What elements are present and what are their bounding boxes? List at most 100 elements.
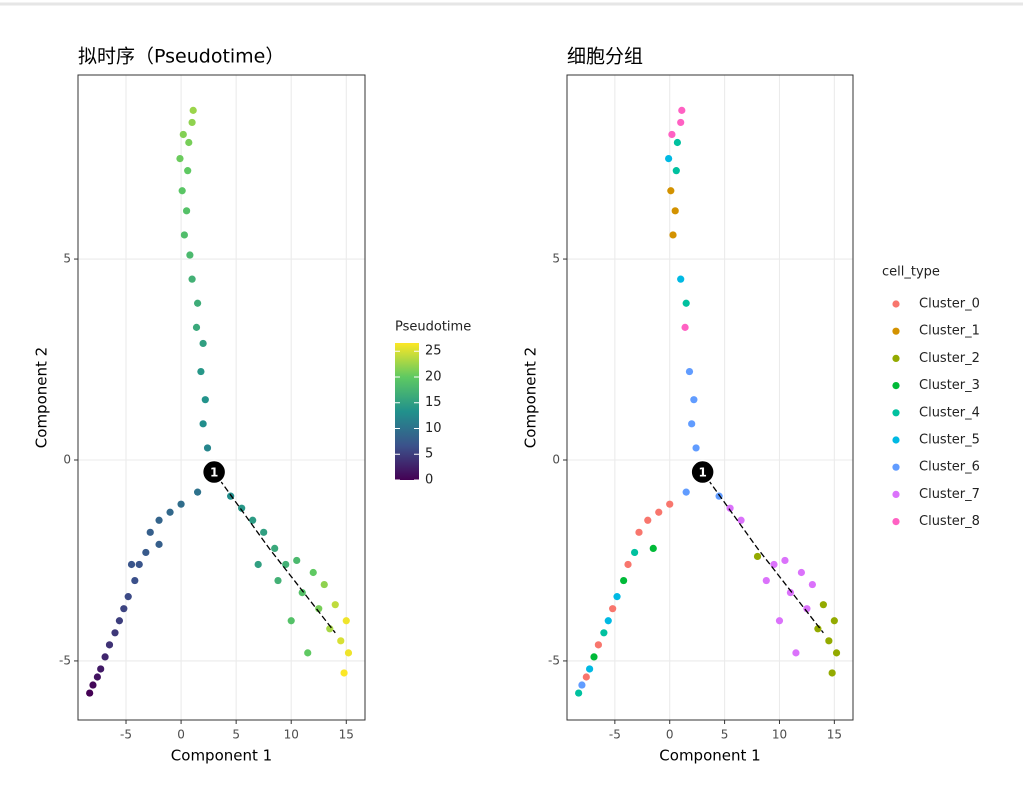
point bbox=[337, 637, 345, 645]
point bbox=[199, 420, 207, 428]
y-tick-label: -5 bbox=[59, 653, 71, 667]
point bbox=[315, 605, 323, 613]
point bbox=[688, 420, 696, 428]
point bbox=[186, 251, 194, 259]
branch-point bbox=[690, 459, 715, 485]
point bbox=[825, 637, 833, 645]
point bbox=[115, 617, 124, 625]
legend-label: Cluster_7 bbox=[919, 487, 980, 502]
legend-swatch bbox=[892, 490, 900, 498]
point bbox=[613, 593, 621, 601]
point bbox=[166, 508, 174, 516]
point bbox=[594, 641, 602, 649]
point bbox=[690, 396, 698, 404]
point bbox=[819, 601, 827, 609]
point bbox=[685, 367, 694, 376]
x-axis-label: Component 1 bbox=[171, 747, 272, 765]
point bbox=[649, 544, 657, 553]
point bbox=[238, 504, 246, 512]
y-tick-label: 5 bbox=[63, 252, 71, 266]
branch-label: 1 bbox=[698, 466, 706, 480]
point bbox=[604, 617, 612, 625]
point bbox=[127, 560, 136, 569]
point bbox=[189, 106, 197, 114]
point bbox=[155, 516, 163, 524]
point bbox=[582, 673, 590, 681]
point bbox=[631, 548, 639, 557]
point bbox=[792, 649, 800, 657]
trajectory bbox=[213, 471, 336, 634]
x-tick-label: -5 bbox=[120, 728, 132, 742]
legend-title: Pseudotime bbox=[395, 320, 471, 335]
point bbox=[201, 396, 209, 404]
point bbox=[624, 560, 632, 569]
legend-label: Cluster_6 bbox=[919, 460, 980, 475]
point bbox=[678, 106, 686, 114]
point bbox=[199, 339, 207, 348]
point bbox=[797, 568, 806, 577]
point bbox=[635, 528, 643, 536]
legend-label: Cluster_4 bbox=[919, 405, 980, 420]
point bbox=[578, 681, 586, 689]
colorbar-label: 15 bbox=[425, 395, 442, 410]
y-tick-label: 0 bbox=[63, 452, 71, 466]
point bbox=[672, 167, 680, 175]
point bbox=[184, 167, 192, 175]
point bbox=[155, 540, 163, 548]
point bbox=[762, 576, 770, 585]
point bbox=[260, 528, 268, 536]
legend-swatch bbox=[892, 382, 900, 390]
legend-swatch bbox=[892, 327, 900, 335]
point bbox=[808, 580, 816, 589]
legend-swatch bbox=[892, 409, 900, 417]
point bbox=[620, 576, 628, 585]
point bbox=[692, 444, 700, 452]
point bbox=[342, 617, 350, 625]
point bbox=[177, 500, 185, 508]
point bbox=[298, 589, 306, 597]
point bbox=[803, 605, 811, 613]
point bbox=[179, 130, 187, 139]
x-tick-label: 10 bbox=[284, 728, 299, 742]
point bbox=[176, 154, 184, 163]
colorbar-label: 20 bbox=[425, 369, 442, 384]
point bbox=[737, 516, 745, 524]
point bbox=[120, 605, 128, 613]
point bbox=[304, 649, 312, 657]
point bbox=[197, 367, 205, 376]
point bbox=[590, 653, 598, 661]
point bbox=[271, 544, 279, 553]
point bbox=[287, 617, 295, 625]
y-axis-label: Component 2 bbox=[522, 347, 540, 448]
point bbox=[814, 625, 822, 633]
panel-border bbox=[77, 74, 366, 721]
point bbox=[586, 665, 594, 673]
y-tick-label: 5 bbox=[552, 252, 560, 266]
point bbox=[188, 275, 196, 283]
point bbox=[320, 580, 328, 589]
point bbox=[828, 669, 836, 677]
point bbox=[89, 681, 97, 689]
point bbox=[135, 560, 143, 569]
point bbox=[180, 231, 188, 239]
point bbox=[203, 444, 212, 452]
point bbox=[832, 649, 841, 657]
x-tick-label: 15 bbox=[827, 728, 842, 742]
point bbox=[105, 641, 114, 649]
point bbox=[340, 669, 348, 677]
x-tick-label: 0 bbox=[177, 728, 185, 742]
point bbox=[786, 589, 795, 597]
point bbox=[249, 516, 257, 524]
point bbox=[575, 689, 583, 697]
colorbar-label: 5 bbox=[425, 447, 433, 462]
point bbox=[781, 556, 789, 565]
point bbox=[775, 617, 784, 625]
y-tick-label: -5 bbox=[548, 653, 560, 667]
point bbox=[682, 488, 690, 496]
point bbox=[655, 508, 663, 516]
colorbar-label: 0 bbox=[425, 473, 433, 488]
point bbox=[665, 154, 673, 163]
point bbox=[753, 552, 762, 561]
chart-title: 拟时序（Pseudotime） bbox=[78, 46, 284, 68]
legend-label: Cluster_8 bbox=[919, 514, 980, 529]
